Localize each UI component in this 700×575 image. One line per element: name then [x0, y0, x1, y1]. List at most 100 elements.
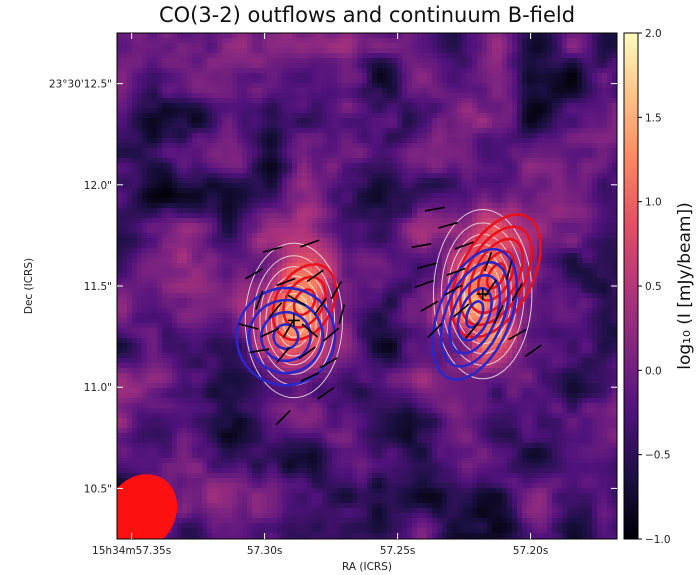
- heatmap-cell: [367, 148, 372, 153]
- heatmap-cell: [317, 33, 322, 38]
- heatmap-cell: [392, 213, 397, 218]
- heatmap-cell: [217, 48, 222, 53]
- heatmap-cell: [222, 163, 227, 168]
- heatmap-cell: [487, 263, 492, 268]
- heatmap-cell: [297, 123, 302, 128]
- heatmap-cell: [317, 223, 322, 228]
- heatmap-cell: [452, 143, 457, 148]
- heatmap-cell: [232, 248, 237, 253]
- heatmap-cell: [502, 158, 507, 163]
- heatmap-cell: [457, 128, 462, 133]
- heatmap-cell: [247, 33, 252, 38]
- heatmap-cell: [452, 268, 457, 273]
- heatmap-cell: [572, 153, 577, 158]
- heatmap-cell: [392, 53, 397, 58]
- heatmap-cell: [597, 248, 602, 253]
- heatmap-cell: [417, 168, 422, 173]
- heatmap-cell: [272, 93, 277, 98]
- heatmap-cell: [537, 38, 542, 43]
- heatmap-cell: [297, 88, 302, 93]
- heatmap-cell: [162, 248, 167, 253]
- heatmap-cell: [317, 203, 322, 208]
- heatmap-cell: [152, 38, 157, 43]
- heatmap-cell: [532, 63, 537, 68]
- heatmap-cell: [587, 138, 592, 143]
- heatmap-cell: [322, 263, 327, 268]
- heatmap-cell: [437, 73, 442, 78]
- heatmap-cell: [227, 233, 232, 238]
- heatmap-cell: [542, 218, 547, 223]
- heatmap-cell: [612, 193, 617, 198]
- heatmap-cell: [227, 113, 232, 118]
- heatmap-cell: [317, 233, 322, 238]
- heatmap-cell: [272, 278, 277, 283]
- heatmap-cell: [167, 63, 172, 68]
- heatmap-cell: [212, 103, 217, 108]
- heatmap-cell: [292, 198, 297, 203]
- heatmap-cell: [402, 108, 407, 113]
- heatmap-cell: [292, 53, 297, 58]
- heatmap-cell: [552, 68, 557, 73]
- heatmap-cell: [512, 168, 517, 173]
- heatmap-cell: [517, 83, 522, 88]
- heatmap-cell: [152, 198, 157, 203]
- heatmap-cell: [167, 163, 172, 168]
- heatmap-cell: [517, 133, 522, 138]
- heatmap-cell: [477, 48, 482, 53]
- heatmap-cell: [527, 243, 532, 248]
- heatmap-cell: [127, 43, 132, 48]
- heatmap-cell: [142, 83, 147, 88]
- heatmap-cell: [387, 218, 392, 223]
- heatmap-cell: [447, 188, 452, 193]
- heatmap-cell: [267, 118, 272, 123]
- heatmap-cell: [302, 278, 307, 283]
- heatmap-cell: [282, 133, 287, 138]
- heatmap-cell: [257, 233, 262, 238]
- heatmap-cell: [362, 133, 367, 138]
- heatmap-cell: [287, 223, 292, 228]
- heatmap-cell: [602, 48, 607, 53]
- heatmap-cell: [387, 193, 392, 198]
- heatmap-cell: [577, 33, 582, 38]
- heatmap-cell: [322, 273, 327, 278]
- heatmap-cell: [597, 158, 602, 163]
- heatmap-cell: [557, 73, 562, 78]
- heatmap-cell: [527, 43, 532, 48]
- heatmap-cell: [232, 128, 237, 133]
- heatmap-cell: [547, 208, 552, 213]
- heatmap-cell: [127, 73, 132, 78]
- heatmap-cell: [242, 108, 247, 113]
- heatmap-cell: [287, 88, 292, 93]
- heatmap-cell: [332, 128, 337, 133]
- heatmap-cell: [122, 223, 127, 228]
- heatmap-cell: [452, 78, 457, 83]
- heatmap-cell: [382, 38, 387, 43]
- heatmap-cell: [587, 203, 592, 208]
- heatmap-cell: [452, 208, 457, 213]
- heatmap-cell: [207, 63, 212, 68]
- heatmap-cell: [122, 168, 127, 173]
- heatmap-cell: [462, 93, 467, 98]
- heatmap-cell: [392, 88, 397, 93]
- heatmap-cell: [472, 128, 477, 133]
- heatmap-cell: [547, 88, 552, 93]
- heatmap-cell: [122, 88, 127, 93]
- heatmap-cell: [137, 273, 142, 278]
- heatmap-cell: [277, 148, 282, 153]
- heatmap-cell: [322, 228, 327, 233]
- heatmap-cell: [332, 93, 337, 98]
- heatmap-cell: [427, 153, 432, 158]
- heatmap-cell: [192, 63, 197, 68]
- heatmap-cell: [292, 98, 297, 103]
- heatmap-cell: [132, 208, 137, 213]
- heatmap-cell: [222, 88, 227, 93]
- heatmap-cell: [242, 253, 247, 258]
- heatmap-cell: [342, 213, 347, 218]
- heatmap-cell: [217, 243, 222, 248]
- heatmap-cell: [492, 163, 497, 168]
- heatmap-cell: [287, 208, 292, 213]
- heatmap-cell: [407, 53, 412, 58]
- heatmap-cell: [162, 168, 167, 173]
- heatmap-cell: [162, 83, 167, 88]
- heatmap-cell: [392, 223, 397, 228]
